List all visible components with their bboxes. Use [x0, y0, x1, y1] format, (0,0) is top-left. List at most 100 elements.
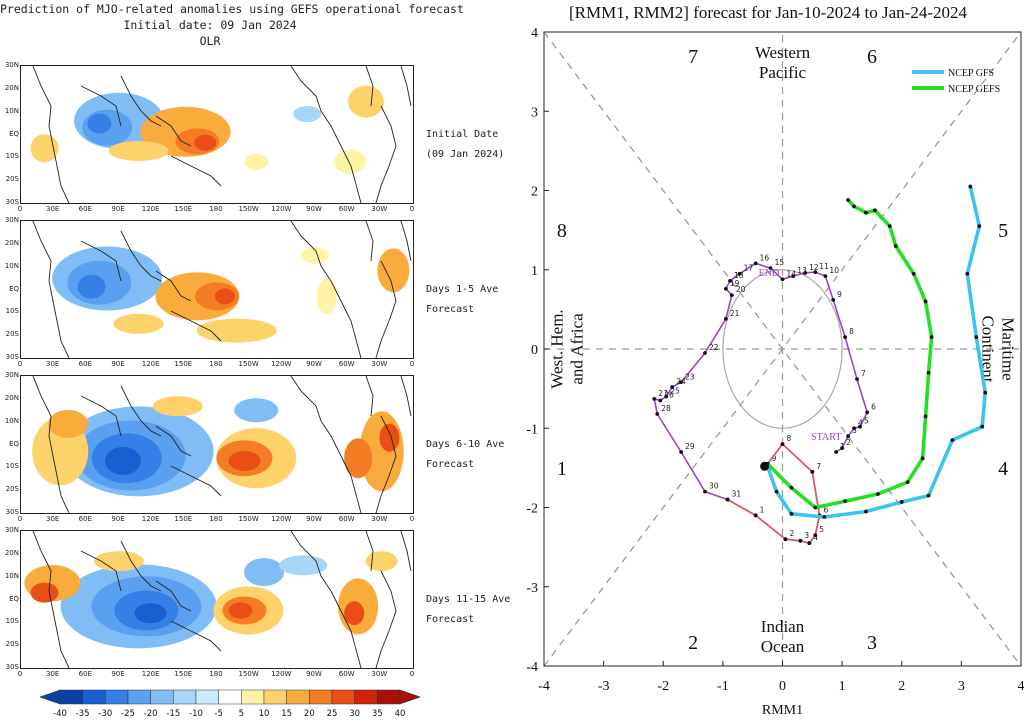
- lat-label: 20S: [0, 485, 19, 493]
- lon-label: 150W: [234, 205, 264, 213]
- region-label-bottom-line: Indian: [761, 617, 805, 636]
- colorbar-swatch: [241, 690, 264, 704]
- lon-label: 90W: [299, 205, 329, 213]
- data-point: [807, 541, 811, 545]
- data-point: [754, 514, 758, 518]
- data-point: [876, 492, 880, 496]
- lon-label: 30E: [38, 360, 68, 368]
- olr-anomaly-blob: [366, 551, 398, 571]
- data-point: [724, 287, 728, 291]
- colorbar-label: -25: [120, 709, 136, 719]
- point-label: 7: [861, 369, 866, 378]
- data-point: [652, 397, 656, 401]
- point-label: 27: [658, 389, 668, 398]
- olr-anomaly-blob: [244, 558, 284, 586]
- end-annotation: END: [759, 268, 780, 279]
- olr-anomaly-panel: Prediction of MJO-related anomalies usin…: [0, 0, 510, 720]
- colorbar-swatch: [60, 690, 83, 704]
- data-point: [790, 486, 794, 490]
- olr-title: Prediction of MJO-related anomalies usin…: [0, 2, 420, 16]
- colorbar-swatch: [355, 690, 378, 704]
- y-tick-label: 3: [531, 105, 538, 120]
- colorbar-swatch: [287, 690, 310, 704]
- panel-caption-line: Initial Date: [426, 125, 504, 145]
- phase-number: 4: [998, 458, 1008, 480]
- olr-anomaly-blob: [48, 410, 88, 438]
- olr-map: [21, 531, 413, 668]
- lon-label: 180: [201, 360, 231, 368]
- lat-label: 10N: [0, 262, 19, 270]
- data-point: [655, 412, 659, 416]
- lon-label: 120E: [136, 515, 166, 523]
- start-annotation: START: [811, 432, 841, 443]
- colorbar-label: 40: [392, 709, 408, 719]
- coastline: [376, 106, 396, 203]
- colorbar-label: -5: [211, 709, 227, 719]
- point-label: 14: [787, 269, 797, 278]
- lon-label: 90W: [299, 360, 329, 368]
- lon-label: 60W: [332, 670, 362, 678]
- lon-label: 0: [397, 205, 427, 213]
- point-label: 20: [736, 285, 746, 294]
- point-label: 15: [775, 258, 785, 267]
- lat-label: 10S: [0, 152, 19, 160]
- colorbar-label: 25: [324, 709, 340, 719]
- lon-label: 180: [201, 670, 231, 678]
- lon-label: 150E: [168, 515, 198, 523]
- lon-label: 120W: [266, 360, 296, 368]
- olr-anomaly-blob: [244, 154, 268, 170]
- data-point: [813, 533, 817, 537]
- olr-anomaly-blob: [153, 396, 203, 416]
- colorbar-label: -15: [165, 709, 181, 719]
- point-label: 28: [661, 404, 671, 413]
- data-point: [834, 450, 838, 454]
- data-point: [927, 494, 931, 498]
- point-label: 8: [787, 434, 792, 443]
- panel-caption-line: Forecast: [426, 455, 504, 475]
- colorbar-label: -40: [52, 709, 68, 719]
- lon-label: 150W: [234, 670, 264, 678]
- data-point: [775, 490, 779, 494]
- data-point: [781, 277, 785, 281]
- olr-anomaly-blob: [228, 451, 260, 471]
- olr-anomaly-blob: [377, 248, 409, 292]
- colorbar-label: 30: [347, 709, 363, 719]
- x-tick-label: -3: [598, 679, 610, 694]
- data-point: [888, 224, 892, 228]
- lon-label: 120W: [266, 515, 296, 523]
- olr-anomaly-blob: [344, 438, 372, 478]
- data-point: [858, 425, 862, 429]
- point-label: 30: [709, 482, 719, 491]
- data-point: [852, 426, 856, 430]
- olr-anomaly-blob: [348, 86, 384, 118]
- lon-label: 30W: [364, 205, 394, 213]
- point-label: 21: [730, 309, 740, 318]
- data-point: [843, 335, 847, 339]
- lon-label: 150E: [168, 205, 198, 213]
- panel-caption-line: Days 11-15 Ave: [426, 590, 510, 610]
- point-label: 1: [760, 505, 765, 514]
- data-point: [822, 515, 826, 519]
- point-label: 31: [732, 490, 742, 499]
- data-point: [894, 244, 898, 248]
- coastline: [171, 156, 221, 186]
- colorbar-label: 20: [301, 709, 317, 719]
- region-label-left-line: West. Hem.: [548, 309, 567, 388]
- lat-label: 10N: [0, 107, 19, 115]
- point-label: 16: [760, 253, 770, 262]
- olr-map-panel: [20, 65, 414, 204]
- region-label-left: West. Hem.and Africa: [548, 309, 587, 388]
- olr-anomaly-blob: [31, 134, 59, 162]
- region-label-right-line: Maritime: [998, 317, 1017, 380]
- data-point: [784, 537, 788, 541]
- colorbar-swatch: [173, 690, 196, 704]
- olr-anomaly-blob: [234, 398, 278, 422]
- point-label: 11: [819, 262, 829, 271]
- lon-label: 150W: [234, 360, 264, 368]
- lat-label: EQ: [0, 440, 19, 448]
- data-point: [865, 411, 869, 415]
- region-label-top-line: Pacific: [759, 63, 807, 82]
- lon-label: 0: [397, 670, 427, 678]
